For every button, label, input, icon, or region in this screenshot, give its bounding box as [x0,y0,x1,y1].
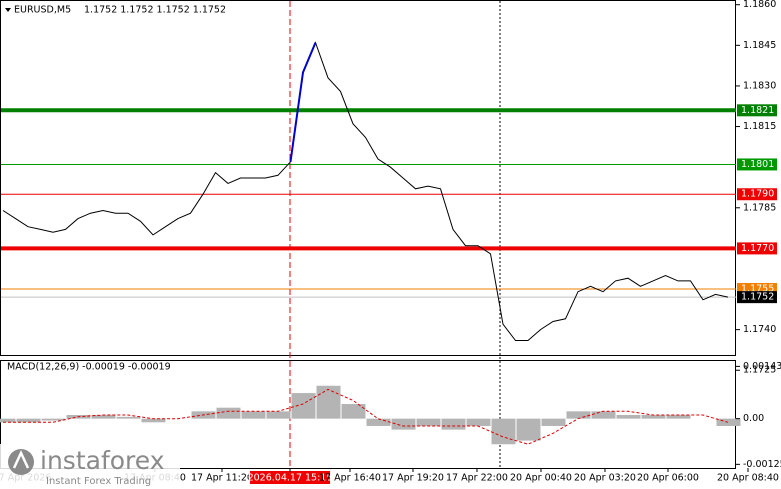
x-tick-label: 17 Apr 16:40 [319,473,381,484]
x-tick-label: 20 Apr 08:40 [717,473,779,484]
y-tick-label: 1.1725 [743,365,776,376]
chart-title: EURUSD,M5 [14,5,71,16]
y-tick-label: 0.00143 [743,361,781,372]
level-tag [737,291,777,304]
level-tag [737,158,777,171]
logo: instaforex Instant Forex Trading [0,444,180,489]
macd-bar [416,418,441,426]
macd-bar [341,404,366,419]
level-tag [737,188,777,201]
macd-bar [116,416,141,419]
macd-bar [516,418,541,441]
macd-bar [666,415,691,419]
macd-frame [0,360,736,469]
level-tag [737,104,777,117]
price-line [289,42,317,162]
y-tick-label: 1.1845 [743,40,776,51]
level-label: 1.1752 [741,292,774,303]
x-tick-label: 17 Apr 19:20 [382,473,444,484]
macd-bar [391,418,416,430]
macd-bar [566,411,591,419]
price-frame [0,0,736,356]
y-tick-label: -0.00125 [743,459,781,470]
signal-line [3,388,729,445]
level-label: 1.1801 [741,159,774,170]
macd-bar [91,415,116,419]
macd-bar [41,418,66,421]
x-tick-label: 17 Apr 11:20 [191,473,253,484]
macd-bar [716,418,741,426]
chart-subtitle: 1.1752 1.1752 1.1752 1.1752 [84,5,226,16]
macd-bar [616,415,641,419]
level-label: 1.1770 [741,243,774,254]
x-tick-label: 20 Apr 00:40 [510,473,572,484]
logo-icon-mark [12,450,30,469]
macd-bar [241,411,266,419]
x-tick-label: 2026.04.17 15:15 [248,473,333,484]
macd-bar [441,418,466,430]
x-tick-label: 20 Apr 06:00 [637,473,699,484]
macd-bar [266,411,291,419]
logo-tagline: Instant Forex Trading [46,476,151,487]
level-label: 1.1821 [741,105,774,116]
macd-bar [591,411,616,419]
y-tick-label: 1.1815 [743,121,776,132]
macd-bar [541,418,566,426]
x-tick-label: 17 Apr 22:00 [446,473,508,484]
logo-icon [8,449,34,475]
macd-bar [141,418,166,423]
y-tick-label: 1.1830 [743,80,776,91]
macd-bar [316,385,341,419]
y-tick-label: 0.00 [743,413,764,424]
level-label: 1.1790 [741,189,774,200]
macd-bar [16,418,41,423]
macd-bar [641,415,666,419]
price-line [2,41,729,341]
macd-bar [291,393,316,419]
x-tick-label: 20 Apr 03:20 [574,473,636,484]
macd-bar [366,418,391,426]
y-tick-label: 1.1785 [743,202,776,213]
y-tick-label: 1.1740 [743,324,776,335]
level-tag [737,242,777,255]
header-arrow [5,8,11,12]
level-label: 1.1755 [741,284,774,295]
macd-bar [466,418,491,426]
logo-name: instaforex [40,446,165,475]
macd-bar [216,407,241,419]
x-label-highlight [250,471,330,484]
macd-bar [491,418,516,445]
macd-title: MACD(12,26,9) -0.00019 -0.00019 [7,362,171,373]
y-tick-label: 1.1860 [743,0,776,10]
macd-bar [0,418,16,423]
